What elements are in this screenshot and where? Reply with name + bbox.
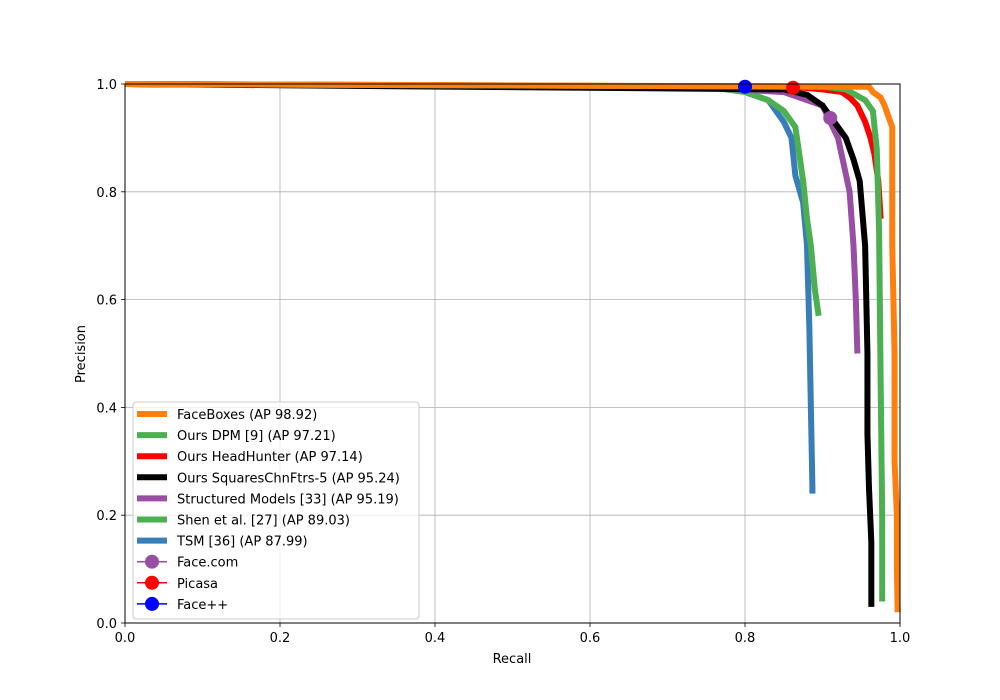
legend-label: Face.com <box>177 556 238 571</box>
legend-label: Ours HeadHunter (AP 97.14) <box>177 450 363 465</box>
legend-swatch-marker <box>145 575 159 590</box>
legend-label: Ours DPM [9] (AP 97.21) <box>177 429 336 444</box>
x-tick-label: 0.6 <box>580 631 601 646</box>
legend-label: FaceBoxes (AP 98.92) <box>177 408 317 423</box>
y-tick-label: 0.0 <box>96 617 117 632</box>
x-axis-label: Recall <box>493 652 532 667</box>
legend-label: Face++ <box>177 598 228 613</box>
series-layer <box>124 81 901 613</box>
legend-label: Structured Models [33] (AP 95.19) <box>177 492 399 507</box>
point-marker-face- <box>738 79 752 94</box>
y-tick-label: 0.4 <box>96 401 117 416</box>
series-line-3 <box>124 81 875 607</box>
legend-swatch-marker <box>145 554 159 569</box>
legend-label: TSM [36] (AP 87.99) <box>176 535 308 550</box>
ticks: 0.0 0.2 0.4 0.6 0.8 1.0 0.0 0.2 0.4 0.6 0.8 1.0 <box>96 78 910 646</box>
x-tick-label: 0.4 <box>425 631 446 646</box>
y-tick-label: 0.2 <box>96 509 117 524</box>
point-marker-face-com <box>823 110 838 125</box>
point-marker-picasa <box>786 80 801 95</box>
x-tick-label: 0.0 <box>115 631 136 646</box>
plot-frame <box>124 83 901 624</box>
series-line-0 <box>124 81 901 613</box>
y-tick-label: 1.0 <box>96 78 117 93</box>
legend: FaceBoxes (AP 98.92) Ours DPM [9] (AP 97.… <box>132 401 420 620</box>
legend-label: Picasa <box>177 577 218 592</box>
y-tick-label: 0.8 <box>96 186 117 201</box>
x-tick-label: 1.0 <box>890 631 911 646</box>
y-axis-label: Precision <box>74 325 89 383</box>
legend-label: Shen et al. [27] (AP 89.03) <box>177 514 350 529</box>
legend-label: Ours SquaresChnFtrs-5 (AP 95.24) <box>177 471 400 486</box>
legend-box <box>132 401 420 620</box>
x-tick-label: 0.8 <box>735 631 756 646</box>
x-tick-label: 0.2 <box>270 631 291 646</box>
legend-swatch-marker <box>145 596 159 611</box>
y-tick-label: 0.6 <box>96 294 117 309</box>
